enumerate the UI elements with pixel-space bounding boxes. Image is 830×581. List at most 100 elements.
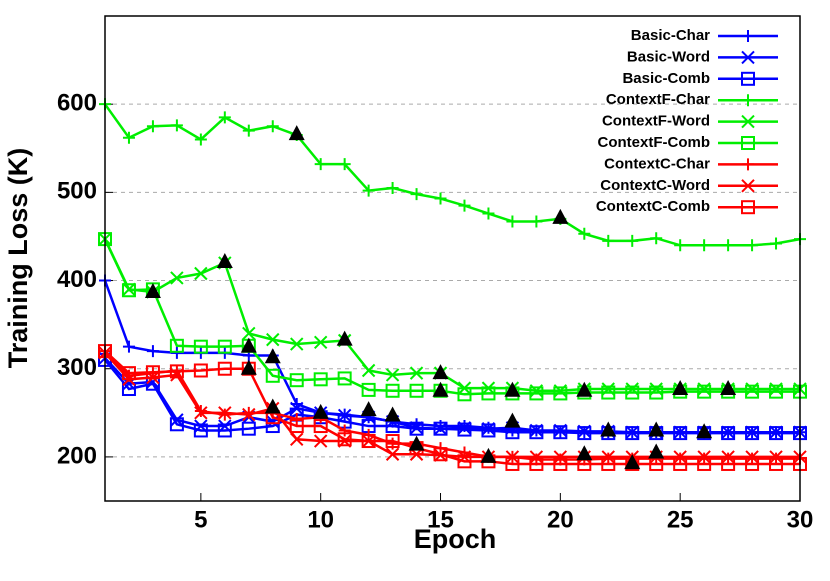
data-point: [506, 215, 519, 228]
data-point: [217, 361, 232, 376]
data-point: [193, 363, 208, 378]
data-point: [385, 368, 400, 382]
data-point: [721, 456, 736, 471]
data-point: [482, 207, 495, 220]
x-axis-label: Epoch: [414, 524, 497, 554]
highlight-point: [240, 359, 257, 375]
series-line: [104, 359, 800, 435]
data-point: [290, 412, 303, 425]
data-point: [169, 417, 184, 432]
legend-label: ContextF-Char: [606, 91, 710, 108]
data-point: [746, 239, 759, 252]
highlight-point: [432, 364, 449, 380]
legend-label: ContextC-Word: [600, 177, 710, 194]
plot-frame: [104, 15, 801, 502]
highlight-point: [696, 423, 713, 439]
highlight-point: [144, 283, 161, 299]
data-point: [697, 456, 712, 471]
x-tick-label: 20: [547, 506, 574, 533]
legend-marker: [741, 114, 755, 129]
legend-marker: [742, 30, 754, 42]
data-point: [673, 456, 688, 471]
legend-marker: [741, 200, 755, 215]
data-point: [769, 456, 784, 471]
data-point: [266, 332, 280, 347]
data-point: [170, 119, 183, 132]
data-point: [194, 133, 207, 146]
series-line: [103, 238, 800, 393]
data-point: [745, 426, 760, 441]
data-point: [338, 424, 351, 437]
data-point: [770, 237, 783, 250]
data-point: [218, 111, 231, 124]
data-point: [601, 456, 616, 471]
data-point: [481, 386, 496, 401]
data-point: [529, 425, 544, 440]
y-tick-label: 600: [57, 90, 97, 117]
data-point: [505, 450, 520, 464]
y-tick-label: 500: [57, 178, 97, 205]
data-point: [553, 386, 568, 401]
highlight-point: [576, 381, 593, 397]
legend-label: ContextF-Word: [602, 113, 710, 130]
data-point: [721, 450, 735, 464]
data-point: [601, 385, 616, 400]
data-point: [122, 340, 135, 353]
data-point: [146, 345, 159, 358]
highlight-point: [576, 445, 593, 461]
data-point: [121, 382, 136, 397]
data-point: [698, 239, 711, 252]
series-line: [104, 352, 800, 459]
data-point: [122, 131, 135, 144]
legend-marker: [741, 50, 755, 65]
data-point: [529, 386, 544, 401]
data-point: [337, 371, 352, 386]
data-point: [433, 447, 448, 462]
data-point: [145, 365, 160, 380]
y-axis-label: Training Loss (K): [3, 148, 33, 369]
data-point: [434, 192, 447, 205]
highlight-point: [600, 421, 617, 437]
legend-marker: [742, 158, 754, 171]
legend-label: ContextC-Comb: [596, 198, 710, 215]
series-line: [103, 280, 800, 434]
y-tick-label: 300: [57, 354, 97, 381]
data-point: [193, 339, 208, 354]
data-point: [385, 447, 400, 461]
data-point: [505, 456, 520, 471]
highlight-point: [336, 330, 353, 346]
data-point: [650, 232, 663, 245]
highlight-point: [264, 398, 281, 414]
legend-label: Basic-Comb: [622, 70, 710, 87]
data-point: [385, 383, 400, 398]
legend-marker: [741, 136, 755, 150]
highlight-point: [264, 348, 281, 364]
data-point: [193, 423, 208, 438]
series-line: [104, 350, 800, 466]
data-point: [217, 423, 232, 438]
x-tick-label: 5: [194, 506, 207, 533]
data-point: [409, 421, 424, 436]
x-tick-label: 10: [307, 506, 334, 533]
data-point: [553, 450, 568, 464]
data-point: [433, 421, 448, 436]
data-point: [386, 181, 399, 194]
data-point: [265, 419, 280, 434]
highlight-point: [240, 337, 257, 353]
legend-label: ContextF-Comb: [598, 134, 711, 151]
data-point: [457, 422, 472, 437]
data-point: [194, 266, 208, 281]
data-point: [409, 383, 424, 398]
data-point: [697, 384, 712, 399]
legend-label: Basic-Word: [627, 48, 710, 65]
data-point: [169, 338, 184, 353]
data-point: [602, 234, 615, 247]
data-point: [530, 215, 543, 228]
data-point: [290, 337, 304, 351]
data-point: [169, 364, 184, 379]
data-point: [217, 339, 232, 354]
legend-marker: [742, 94, 754, 107]
data-point: [121, 366, 136, 381]
legend-marker: [741, 71, 755, 86]
